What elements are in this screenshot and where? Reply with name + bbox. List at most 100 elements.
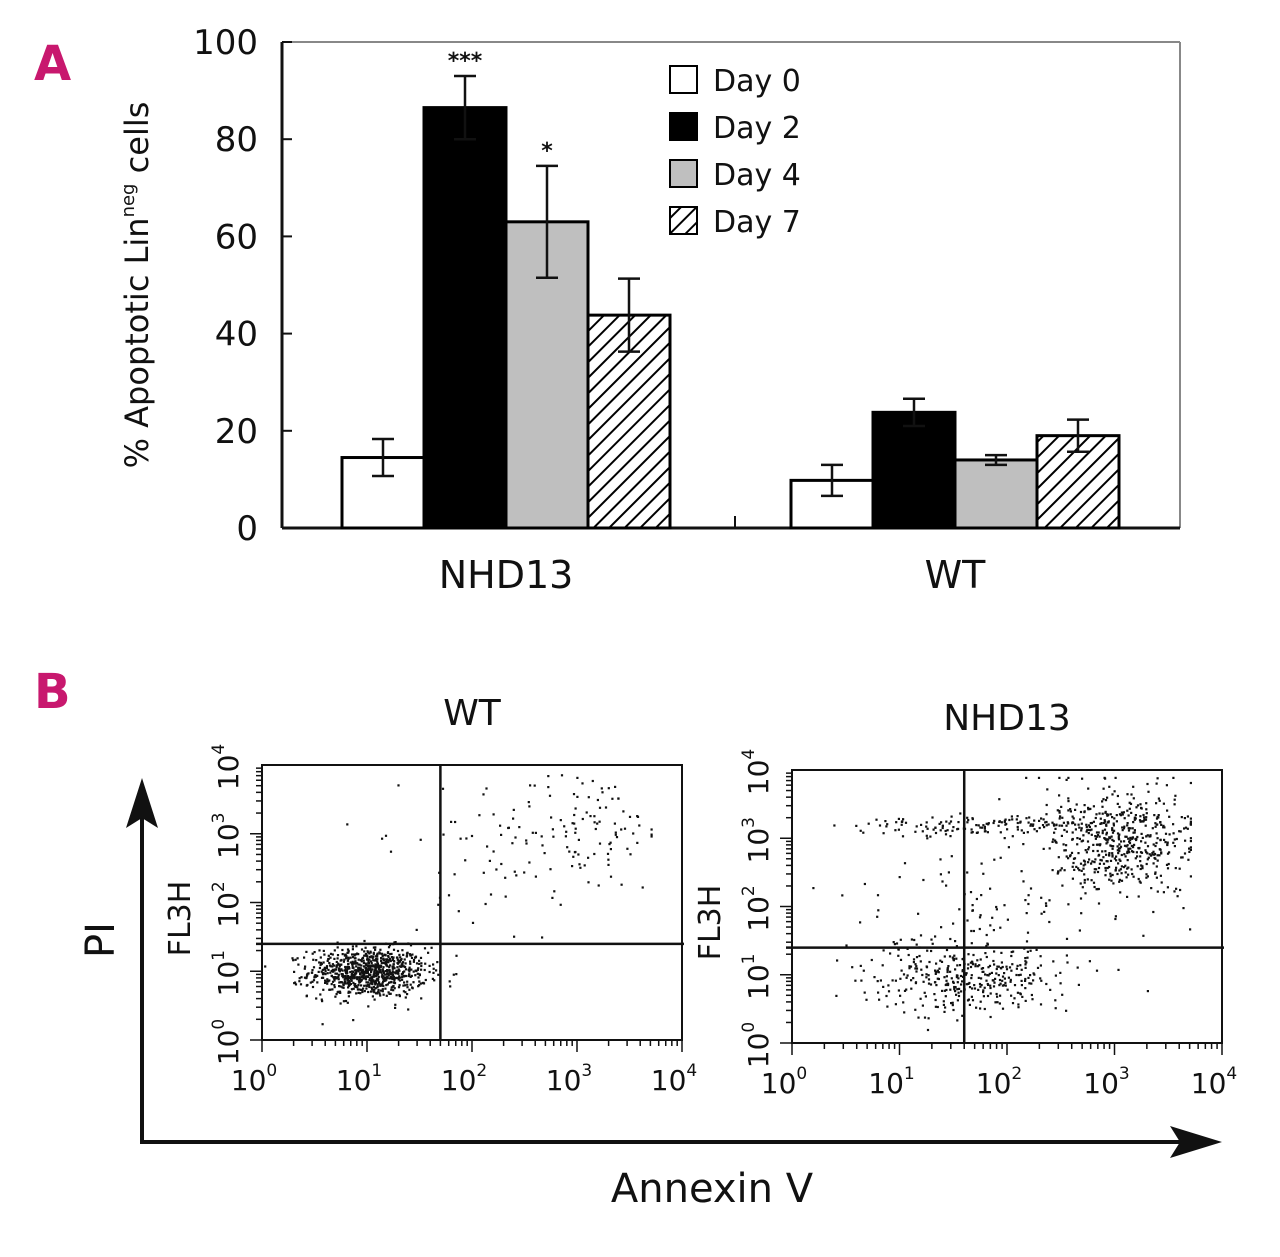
event-dot (322, 988, 325, 991)
event-dot (917, 912, 920, 915)
event-dot (401, 976, 404, 979)
event-dot (525, 839, 528, 842)
event-dot (432, 963, 435, 966)
event-dot (967, 998, 970, 1001)
event-dot (1097, 902, 1101, 905)
event-dot (1065, 824, 1068, 827)
event-dot (1038, 819, 1041, 822)
event-dot (1038, 826, 1041, 830)
event-dot (1022, 880, 1025, 883)
event-dot (993, 963, 996, 966)
event-dot (1154, 871, 1157, 874)
event-dot (985, 933, 988, 937)
event-dot (432, 967, 435, 970)
event-dot (1173, 838, 1176, 841)
event-dot (984, 952, 987, 955)
event-dot (1112, 824, 1115, 827)
event-dot (1092, 820, 1095, 823)
event-dot (940, 960, 944, 963)
event-dot (1106, 796, 1109, 799)
legend-label-day-2: Day 2 (713, 111, 801, 146)
event-dot (348, 967, 351, 970)
event-dot (375, 953, 379, 957)
x-tick-label: 100 (761, 1064, 807, 1100)
event-dot (432, 971, 435, 974)
event-dot (1119, 859, 1122, 862)
event-dot (1084, 849, 1087, 852)
event-dot (404, 984, 407, 987)
event-dot (905, 988, 908, 991)
event-dot (384, 979, 387, 982)
event-dot (946, 968, 949, 971)
event-dot (1033, 828, 1036, 831)
event-dot (650, 828, 653, 831)
event-dot (1102, 862, 1106, 865)
event-dot (1114, 915, 1117, 918)
event-dot (375, 974, 378, 977)
event-dot (1037, 776, 1041, 779)
event-dot (1079, 818, 1082, 821)
event-dot (335, 976, 339, 979)
event-dot (1093, 868, 1096, 871)
event-dot (1116, 849, 1119, 852)
event-dot (997, 974, 1000, 977)
event-dot (1178, 830, 1181, 833)
event-dot (377, 982, 381, 985)
event-dot (377, 966, 380, 969)
event-dot (1003, 819, 1006, 822)
event-dot (1119, 868, 1122, 871)
event-dot (499, 824, 502, 827)
event-dot (1067, 903, 1070, 906)
event-dot (333, 957, 336, 960)
event-dot (403, 981, 406, 984)
event-dot (504, 876, 507, 879)
event-dot (385, 961, 388, 964)
event-dot (859, 829, 862, 832)
event-dot (352, 953, 356, 956)
event-dot (549, 868, 552, 871)
event-dot (326, 978, 329, 981)
event-dot (989, 924, 992, 927)
event-dot (992, 929, 995, 932)
event-dot (1155, 817, 1159, 820)
event-dot (867, 822, 870, 825)
event-dot (1095, 835, 1098, 838)
event-dot (957, 994, 961, 998)
event-dot (326, 972, 329, 975)
event-dot (1090, 879, 1093, 882)
event-dot (352, 987, 355, 990)
event-dot (387, 961, 390, 964)
event-dot (1174, 867, 1177, 870)
event-dot (571, 822, 574, 825)
event-dot (334, 968, 337, 971)
event-dot (1051, 840, 1054, 843)
event-dot (1125, 876, 1128, 879)
event-dot (940, 926, 943, 929)
event-dot (372, 965, 375, 968)
event-dot (1118, 805, 1121, 809)
event-dot (945, 988, 948, 992)
event-dot (325, 967, 328, 970)
event-dot (347, 963, 350, 966)
event-dot (921, 830, 924, 833)
event-dot (354, 973, 357, 976)
event-dot (379, 994, 382, 997)
event-dot (1180, 816, 1183, 819)
event-dot (533, 784, 536, 787)
event-dot (970, 942, 973, 945)
event-dot (1095, 843, 1099, 846)
event-dot (337, 978, 340, 981)
event-dot (985, 979, 988, 982)
event-dot (1004, 981, 1007, 984)
event-dot (1000, 821, 1003, 824)
event-dot (553, 890, 556, 893)
event-dot (1001, 975, 1005, 978)
event-dot (564, 835, 567, 838)
event-dot (614, 831, 617, 834)
event-dot (1156, 890, 1159, 893)
event-dot (408, 973, 411, 976)
event-dot (907, 953, 910, 957)
event-dot (1091, 860, 1094, 863)
event-dot (1099, 858, 1102, 862)
